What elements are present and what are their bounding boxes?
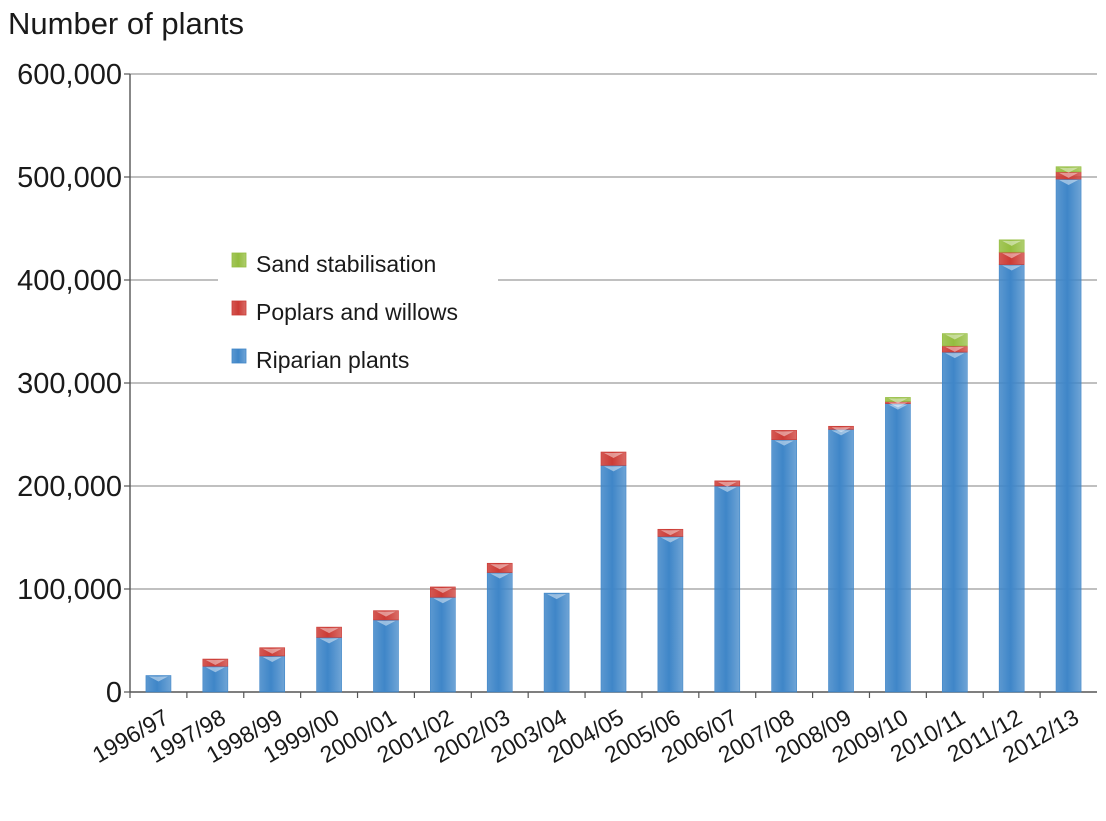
bar-poplars-and-willows (316, 626, 342, 638)
y-tick-label: 200,000 (17, 471, 122, 503)
legend-label: Poplars and willows (256, 299, 458, 325)
bar-highlight (148, 676, 168, 682)
bar-highlight (205, 667, 225, 673)
bar-riparian-plants (885, 403, 911, 693)
bar-poplars-and-willows (430, 586, 456, 598)
bar-riparian-plants (998, 264, 1025, 693)
bar-riparian-plants (145, 675, 172, 693)
bar-poplars-and-willows (259, 647, 286, 657)
legend-label: Sand stabilisation (256, 251, 436, 277)
y-tick-label: 600,000 (17, 59, 122, 91)
bar-highlight (945, 334, 965, 340)
bar-riparian-plants (941, 351, 968, 693)
bar-riparian-plants (828, 429, 854, 693)
bar-poplars-and-willows (373, 610, 399, 621)
bar-highlight (433, 598, 453, 604)
y-tick-label: 500,000 (17, 162, 122, 194)
bar-poplars-and-willows (486, 562, 513, 573)
bar-highlight (888, 402, 908, 408)
bar-highlight (717, 481, 737, 487)
bar-highlight (376, 620, 396, 626)
bar-riparian-plants (259, 655, 286, 693)
bar-highlight (888, 398, 908, 404)
legend-swatch (231, 300, 247, 316)
bar-highlight (205, 660, 225, 666)
bar-highlight (774, 431, 794, 437)
bar-highlight (945, 353, 965, 359)
bar-highlight (319, 628, 339, 634)
bar-riparian-plants (373, 619, 399, 693)
legend-box (218, 240, 498, 380)
bar-highlight (433, 587, 453, 593)
bar-riparian-plants (430, 596, 456, 693)
bar-highlight (262, 648, 282, 654)
bar-poplars-and-willows (771, 430, 797, 440)
bar-riparian-plants (316, 637, 342, 693)
bar-poplars-and-willows (828, 425, 854, 430)
legend-swatch (231, 252, 247, 268)
bar-highlight (1002, 253, 1022, 259)
y-axis-title: Number of plants (8, 6, 245, 41)
bar-riparian-plants (657, 536, 684, 693)
bar-highlight (262, 656, 282, 662)
bar-riparian-plants (771, 439, 797, 693)
bar-highlight (319, 638, 339, 644)
bar-highlight (1059, 180, 1079, 186)
legend-label: Riparian plants (256, 347, 409, 373)
y-tick-label: 0 (106, 677, 122, 709)
bar-highlight (1002, 240, 1022, 246)
bar-riparian-plants (486, 572, 513, 693)
bar-riparian-plants (714, 485, 741, 693)
bar-poplars-and-willows (600, 451, 627, 466)
bar-highlight (660, 537, 680, 543)
bar-highlight (490, 564, 510, 570)
bar-highlight (717, 487, 737, 492)
legend-swatch (231, 348, 247, 364)
bar-highlight (888, 404, 908, 410)
bar-highlight (603, 453, 624, 459)
bar-sand-stabilisation (941, 333, 968, 347)
bars (145, 166, 1082, 693)
bar-sand-stabilisation (885, 397, 911, 402)
bar-highlight (945, 346, 965, 352)
bar-poplars-and-willows (714, 480, 741, 487)
y-tick-label: 300,000 (17, 368, 122, 400)
bar-sand-stabilisation (998, 239, 1025, 253)
bar-highlight (603, 466, 624, 472)
bar-highlight (490, 573, 510, 579)
bar-highlight (376, 611, 396, 617)
bar-highlight (1059, 167, 1079, 173)
bar-highlight (831, 427, 851, 433)
bar-highlight (660, 530, 680, 536)
bar-riparian-plants (202, 665, 229, 693)
bar-riparian-plants (543, 592, 570, 693)
bar-riparian-plants (1055, 178, 1082, 693)
bar-sand-stabilisation (1055, 166, 1082, 173)
bar-poplars-and-willows (657, 528, 684, 537)
bar-riparian-plants (600, 465, 627, 693)
bar-highlight (831, 430, 851, 436)
legend: Sand stabilisation Poplars and willows Rip… (218, 240, 498, 380)
bar-highlight (1059, 172, 1079, 178)
bar-highlight (547, 594, 567, 600)
y-tick-label: 100,000 (17, 574, 122, 606)
bar-poplars-and-willows (202, 658, 229, 667)
bar-highlight (1002, 265, 1022, 271)
bar-highlight (774, 440, 794, 446)
y-tick-label: 400,000 (17, 265, 122, 297)
